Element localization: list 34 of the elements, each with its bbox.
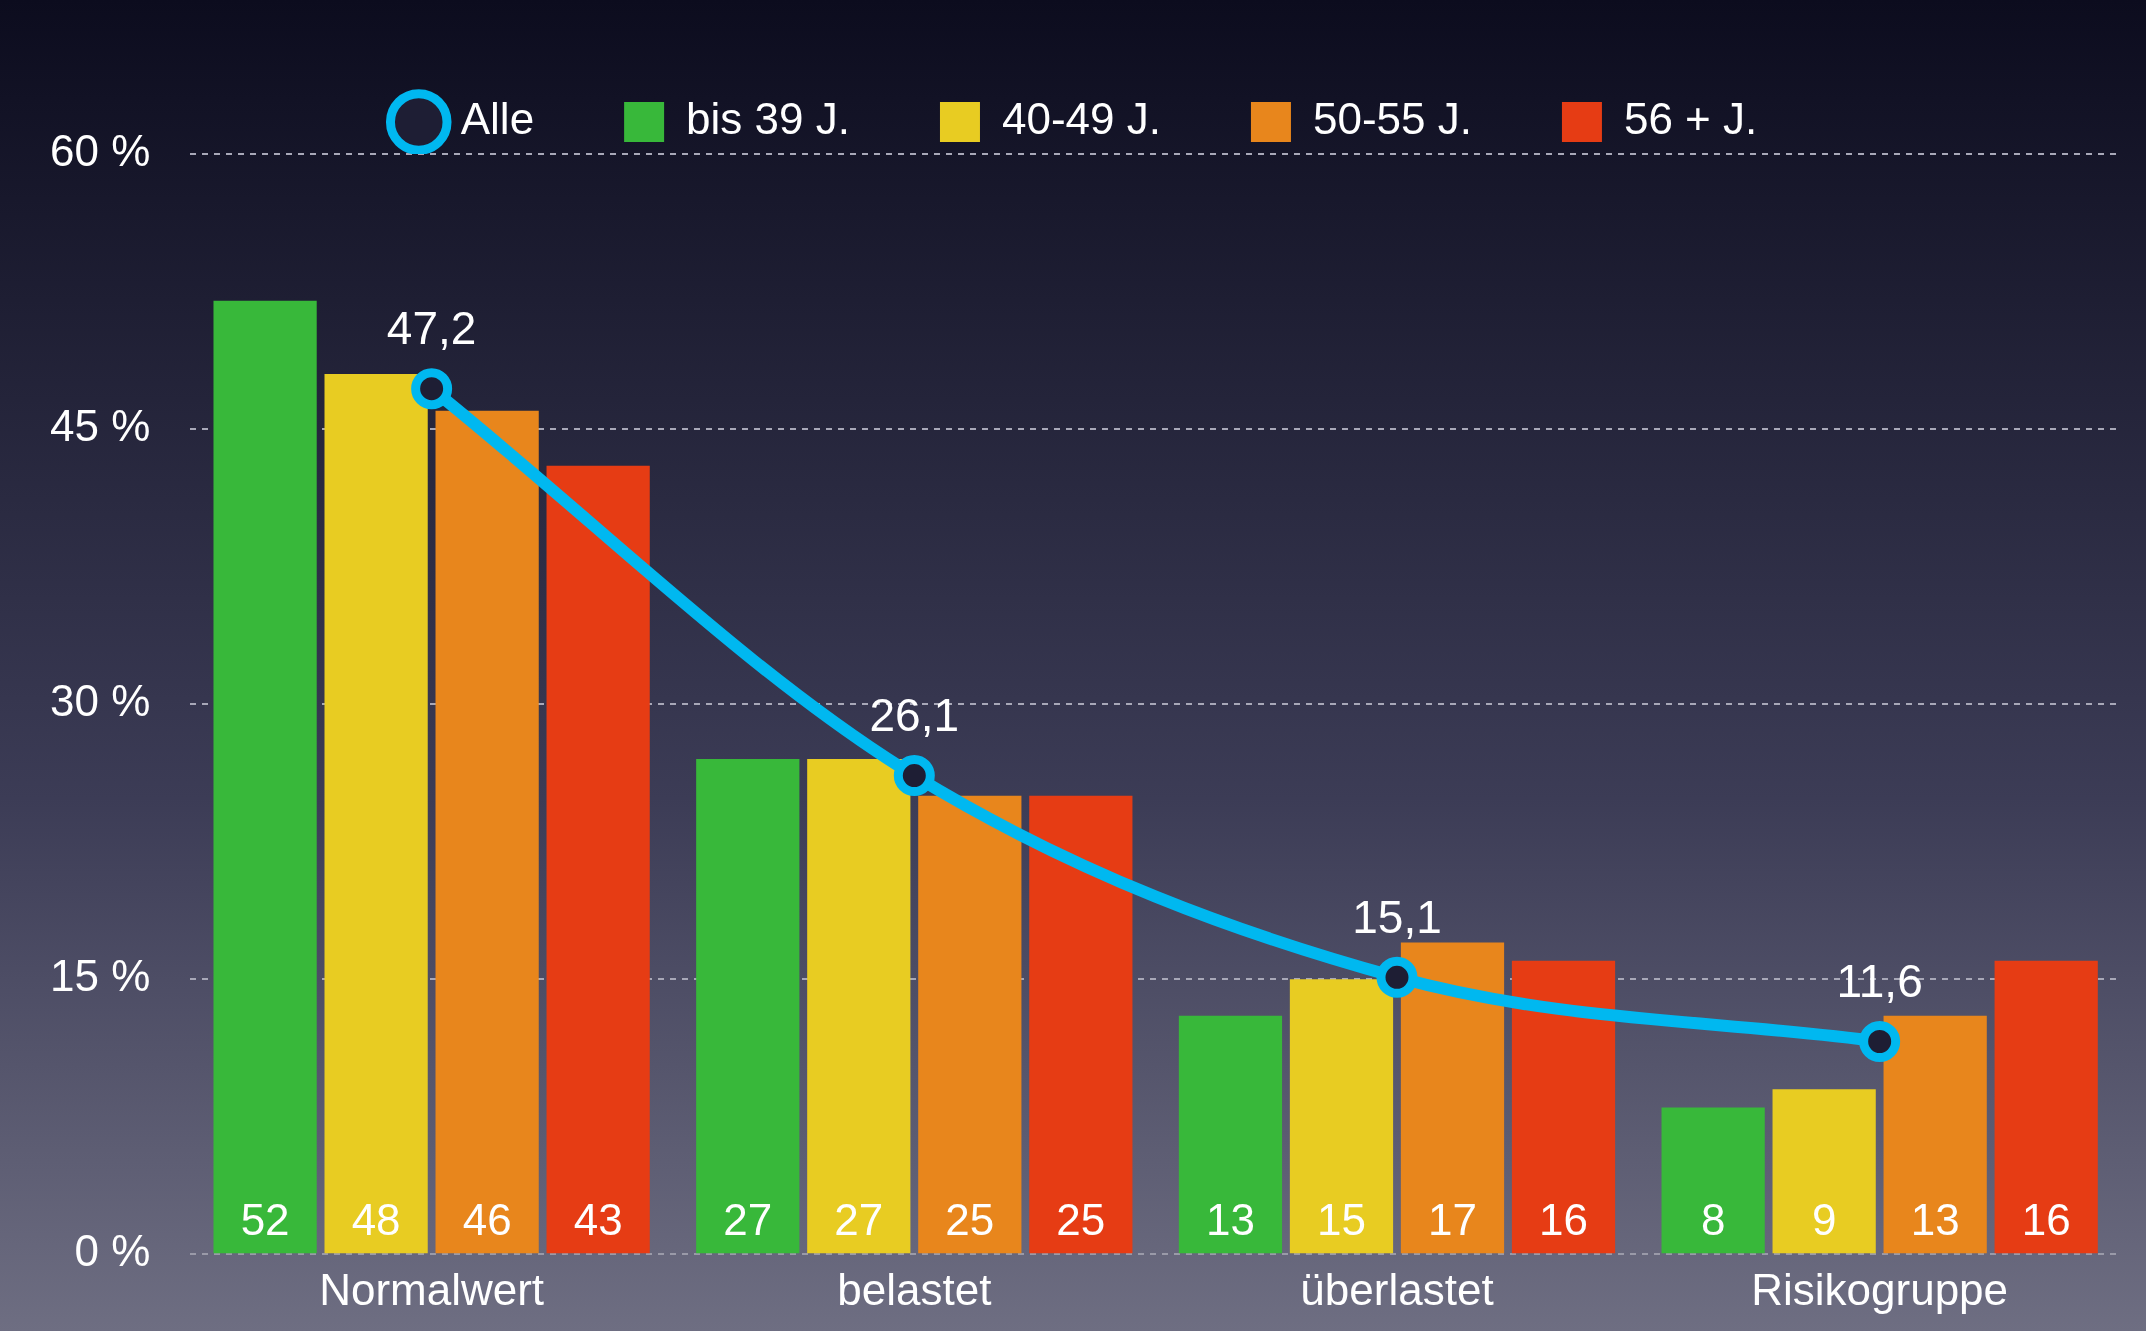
data-label: 8 (1700, 1195, 1726, 1245)
legend-label: Alle (460, 94, 535, 144)
data-label: 47,2 (386, 302, 477, 355)
data-label: 17 (1428, 1195, 1477, 1245)
x-tick-label: Risikogruppe (1751, 1264, 2009, 1314)
data-label: 43 (573, 1195, 623, 1245)
data-label: 48 (351, 1195, 401, 1245)
data-label: 46 (462, 1195, 512, 1245)
legend-label: 50-55 J. (1312, 94, 1472, 144)
x-tick-label: belastet (837, 1264, 992, 1314)
data-label: 13 (1205, 1195, 1255, 1245)
legend-label: bis 39 J. (686, 94, 850, 144)
y-tick-label: 45 % (49, 401, 151, 451)
data-label: 15,1 (1352, 891, 1442, 943)
data-label: 9 (1811, 1195, 1837, 1245)
data-label: 25 (945, 1195, 995, 1245)
y-tick-label: 30 % (49, 676, 151, 726)
data-label: 27 (834, 1195, 884, 1245)
data-label: 16 (1539, 1195, 1588, 1245)
y-tick-label: 60 % (49, 126, 151, 176)
x-tick-label: Normalwert (319, 1264, 545, 1314)
data-label: 25 (1056, 1195, 1106, 1245)
y-tick-label: 15 % (49, 951, 151, 1001)
legend-label: 56 + J. (1623, 94, 1758, 144)
data-label: 27 (723, 1195, 773, 1245)
data-label: 26,1 (869, 689, 960, 742)
data-label: 16 (2021, 1195, 2071, 1245)
y-tick-label: 0 % (74, 1226, 151, 1276)
data-label: 52 (240, 1195, 290, 1245)
legend-label: 40-49 J. (1001, 94, 1161, 144)
x-tick-label: überlastet (1300, 1264, 1494, 1314)
data-label: 15 (1317, 1195, 1366, 1245)
data-label: 11,6 (1836, 955, 1923, 1008)
data-label: 13 (1910, 1195, 1960, 1245)
